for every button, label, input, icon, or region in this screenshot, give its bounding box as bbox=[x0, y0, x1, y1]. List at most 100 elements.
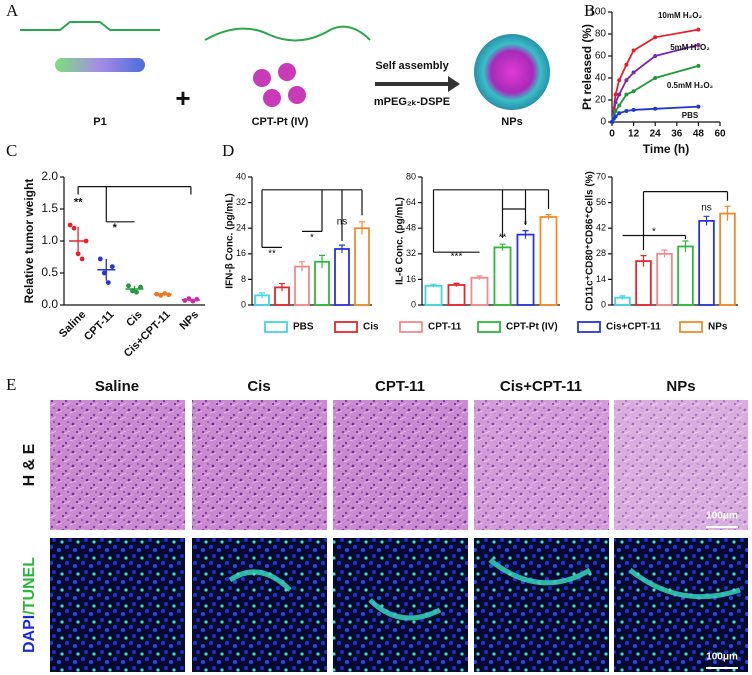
y-tick-label: 14 bbox=[596, 274, 606, 284]
y-tick-label: 100 bbox=[589, 7, 606, 18]
bar bbox=[354, 227, 370, 306]
image bbox=[474, 538, 609, 672]
bar bbox=[719, 212, 736, 306]
image bbox=[614, 400, 748, 530]
data-point bbox=[624, 109, 629, 113]
panel-label: C bbox=[6, 141, 17, 160]
error-bar bbox=[339, 244, 345, 253]
data-point bbox=[653, 54, 658, 58]
error-bar bbox=[319, 254, 325, 269]
data-point bbox=[613, 92, 618, 97]
x-tick-label: Cis bbox=[124, 309, 145, 330]
data-point bbox=[186, 296, 192, 301]
significance: ** bbox=[268, 248, 276, 259]
x-tick-label: 24 bbox=[650, 129, 662, 140]
error-bar bbox=[499, 243, 506, 251]
data-point bbox=[613, 114, 618, 119]
panel-label: E bbox=[6, 375, 16, 394]
significance: * bbox=[310, 232, 314, 243]
bar bbox=[635, 260, 652, 306]
error-bar bbox=[724, 205, 731, 221]
panel-label: B bbox=[584, 1, 595, 20]
data-point bbox=[101, 270, 107, 276]
significance: * bbox=[113, 222, 118, 234]
y-tick-label: 0 bbox=[600, 117, 606, 128]
data-point bbox=[610, 120, 614, 124]
x-tick-label: CPT-11 bbox=[82, 309, 116, 343]
data-point bbox=[182, 298, 188, 303]
label: Self assembly bbox=[375, 60, 449, 72]
data-point bbox=[617, 111, 622, 116]
significance: ns bbox=[701, 203, 712, 214]
data-point bbox=[105, 280, 111, 285]
y-tick-label: 40 bbox=[236, 171, 246, 181]
image bbox=[192, 400, 327, 530]
error-bar bbox=[703, 215, 710, 226]
legend-swatch bbox=[577, 321, 601, 333]
data-point bbox=[653, 76, 658, 80]
bar bbox=[493, 246, 512, 306]
image bbox=[333, 538, 468, 672]
row-label: DAPI/TUNEL bbox=[21, 557, 38, 653]
label: mPEG₂ₖ-DSPE bbox=[374, 96, 450, 108]
label: CPT-Pt (IV) bbox=[252, 116, 309, 128]
label: P1 bbox=[93, 116, 106, 128]
panel-label: D bbox=[222, 141, 234, 160]
scale-label: 100μm bbox=[706, 652, 738, 663]
significance: *** bbox=[451, 252, 463, 263]
y-tick-label: 2.0 bbox=[41, 169, 58, 183]
data-point bbox=[613, 109, 618, 113]
image bbox=[50, 400, 185, 530]
data-point bbox=[134, 289, 139, 295]
y-tick-label: 20 bbox=[595, 95, 607, 106]
legend-label: CPT-11 bbox=[428, 322, 462, 333]
data-point bbox=[696, 63, 701, 68]
significance: ** bbox=[499, 232, 507, 243]
error-bar bbox=[453, 282, 460, 287]
data-point bbox=[617, 92, 622, 97]
molecule bbox=[20, 21, 160, 31]
data-point bbox=[130, 288, 135, 294]
panel-label: A bbox=[6, 1, 19, 20]
data-point bbox=[631, 89, 636, 94]
significance: * bbox=[524, 220, 528, 231]
data-point bbox=[631, 107, 636, 112]
y-tick-label: 0.5 bbox=[41, 265, 58, 279]
data-point bbox=[624, 78, 629, 83]
legend-label: NPs bbox=[708, 322, 728, 333]
plus: + bbox=[175, 83, 190, 113]
legend-label: PBS bbox=[293, 322, 314, 333]
column-label: Cis bbox=[247, 378, 270, 395]
pt bbox=[263, 89, 281, 107]
y-tick-label: 40 bbox=[595, 73, 607, 84]
data-point bbox=[617, 78, 622, 83]
data-point bbox=[67, 222, 73, 228]
significance: ** bbox=[74, 197, 83, 209]
bar bbox=[677, 245, 694, 306]
error-bar bbox=[619, 295, 626, 300]
y-tick-label: 1.0 bbox=[41, 233, 58, 247]
legend-label: Cis+CPT-11 bbox=[606, 322, 661, 333]
y-tick-label: 16 bbox=[406, 274, 416, 284]
data-point bbox=[126, 283, 131, 289]
data-point bbox=[653, 106, 658, 111]
panel-a: A P1 + CPT-Pt (IV) Self assembly mPEG₂ₖ-… bbox=[6, 1, 550, 128]
data-point bbox=[190, 298, 196, 304]
data-point bbox=[613, 100, 618, 105]
bar bbox=[334, 248, 350, 306]
image bbox=[333, 400, 468, 530]
y-tick-label: 32 bbox=[406, 248, 416, 258]
x-tick-label: NPs bbox=[177, 309, 201, 333]
tunel-signal bbox=[228, 558, 741, 621]
pt bbox=[253, 69, 271, 87]
error-bar bbox=[476, 275, 483, 280]
bar bbox=[698, 219, 715, 306]
y-tick-label: 70 bbox=[596, 171, 606, 181]
x-tick-label: 0 bbox=[609, 129, 615, 140]
bar bbox=[539, 216, 558, 306]
data-point bbox=[97, 256, 103, 262]
error-bar bbox=[545, 214, 552, 220]
image bbox=[192, 538, 327, 672]
data-point bbox=[624, 62, 629, 67]
image bbox=[614, 538, 748, 672]
